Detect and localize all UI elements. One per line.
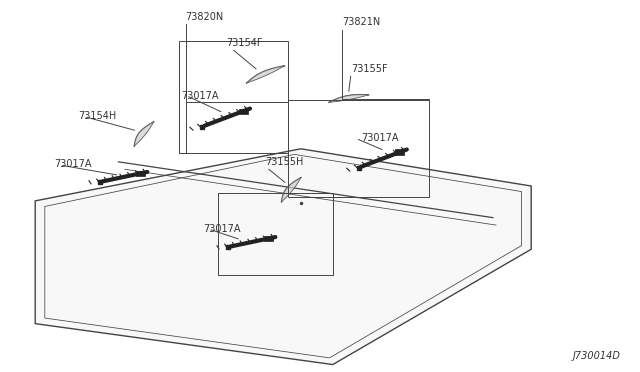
Polygon shape xyxy=(134,122,154,146)
Polygon shape xyxy=(35,149,531,365)
Text: J730014D: J730014D xyxy=(573,351,621,361)
Text: 73820N: 73820N xyxy=(186,12,224,22)
Polygon shape xyxy=(329,94,369,102)
Text: 73017A: 73017A xyxy=(54,160,92,169)
Text: 73017A: 73017A xyxy=(181,91,219,100)
Text: 73155F: 73155F xyxy=(351,64,387,74)
Text: 73017A: 73017A xyxy=(362,134,399,143)
Bar xyxy=(179,41,288,153)
Polygon shape xyxy=(264,236,273,241)
Bar xyxy=(218,193,333,275)
Polygon shape xyxy=(136,171,145,176)
Polygon shape xyxy=(246,66,285,83)
Text: 73821N: 73821N xyxy=(342,17,381,27)
Polygon shape xyxy=(282,177,301,202)
Polygon shape xyxy=(239,109,248,114)
Bar xyxy=(288,100,429,197)
Text: 73017A: 73017A xyxy=(204,224,241,234)
Text: 73154H: 73154H xyxy=(78,111,116,121)
Text: 73155H: 73155H xyxy=(266,157,304,167)
Text: 73154F: 73154F xyxy=(226,38,262,48)
Polygon shape xyxy=(396,150,404,155)
